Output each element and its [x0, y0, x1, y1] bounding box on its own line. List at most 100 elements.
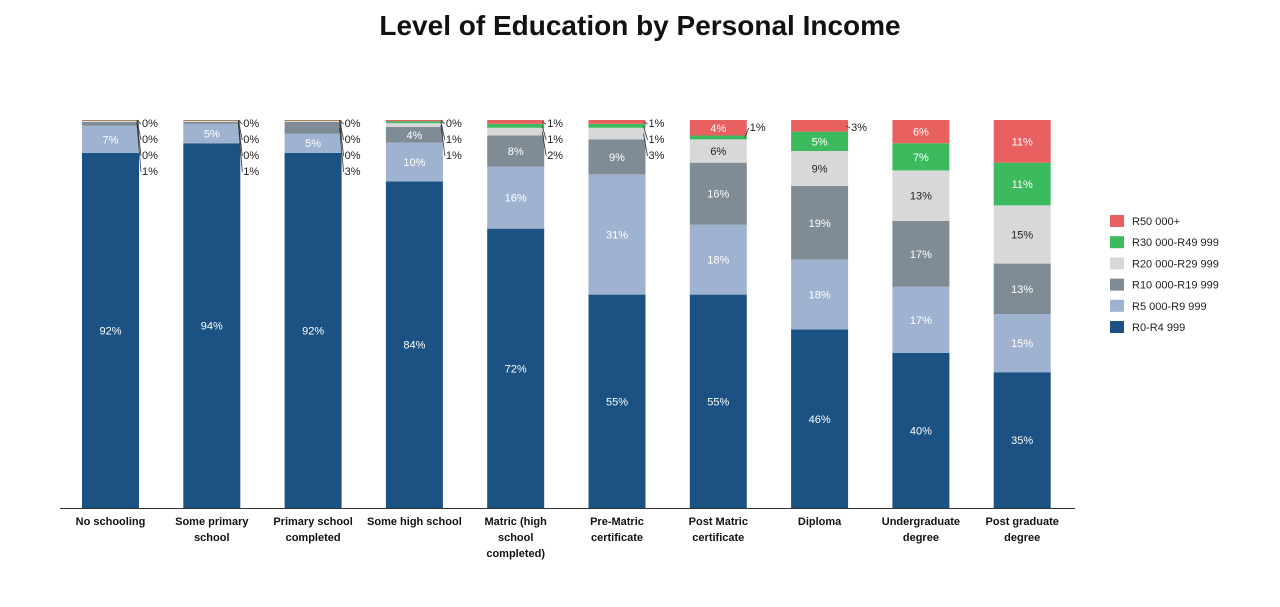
legend-label: R20 000-R29 999 [1132, 258, 1219, 270]
segment-label: 11% [1012, 136, 1033, 148]
segment-label: 3% [345, 166, 361, 178]
segment-label: 1% [649, 118, 665, 130]
bar-segment [791, 120, 849, 132]
leader-line [136, 119, 142, 125]
segment-label: 1% [649, 134, 665, 146]
segment-label: 0% [142, 134, 158, 146]
segment-label: 4% [710, 123, 726, 135]
bar-segment [183, 120, 241, 121]
bar-segment [183, 121, 241, 124]
leader-line [339, 119, 344, 125]
segment-label: 0% [345, 150, 361, 162]
legend-label: R30 000-R49 999 [1132, 237, 1219, 249]
segment-label: 8% [508, 146, 524, 158]
segment-label: 6% [710, 146, 726, 158]
segment-label: 16% [707, 189, 729, 201]
bar-segment [183, 120, 241, 122]
bar-segment [487, 228, 545, 508]
bar-segment [487, 120, 545, 124]
bar-segment [588, 123, 646, 128]
category-label: Post Matric [689, 516, 748, 528]
bar-segment [588, 294, 646, 508]
bar-segment [993, 314, 1051, 373]
legend-label: R5 000-R9 999 [1132, 301, 1207, 313]
leader-line [643, 133, 648, 157]
segment-label: 6% [913, 127, 929, 139]
bar-segment [689, 224, 747, 295]
segment-label: 0% [243, 150, 259, 162]
category-label: school [194, 532, 229, 544]
bar-segment [82, 152, 139, 508]
segment-label: 13% [1011, 284, 1033, 296]
segment-label: 17% [910, 249, 932, 261]
leader-line [542, 121, 547, 125]
segment-label: 0% [142, 118, 158, 130]
segment-label: 94% [201, 321, 223, 333]
segment-label: 84% [403, 340, 425, 352]
category-label: certificate [692, 532, 744, 544]
segment-label: 7% [913, 152, 929, 164]
segment-label: 55% [606, 396, 628, 408]
segment-label: 16% [505, 193, 527, 205]
segment-label: 1% [750, 122, 766, 134]
category-label: certificate [591, 532, 643, 544]
segment-label: 13% [910, 191, 932, 203]
bar-segment [993, 372, 1051, 508]
segment-label: 5% [812, 136, 828, 148]
category-label: No schooling [76, 516, 146, 528]
segment-label: 18% [707, 255, 729, 267]
segment-label: 0% [243, 134, 259, 146]
bar-segment [82, 120, 139, 122]
bar-segment [82, 120, 139, 121]
leader-line [440, 122, 446, 141]
leader-line [237, 122, 243, 173]
category-label: degree [903, 532, 939, 544]
bar-segment [183, 120, 241, 121]
segment-label: 11% [1012, 179, 1033, 191]
legend-swatch [1110, 236, 1124, 249]
segment-label: 0% [243, 118, 259, 130]
bar-segment [82, 120, 139, 121]
bar-segment [284, 120, 342, 121]
segment-label: 0% [142, 150, 158, 162]
bar-segment [385, 181, 443, 508]
bar-segment [385, 142, 443, 182]
category-label: Matric (high [485, 516, 548, 528]
bar-segment [689, 135, 747, 140]
leader-line [541, 131, 547, 157]
bar-segment [284, 152, 342, 508]
category-label: completed) [486, 548, 545, 560]
bar-segment [993, 205, 1051, 264]
category-label: degree [1004, 532, 1040, 544]
legend-label: R50 000+ [1132, 216, 1180, 228]
segment-label: 9% [812, 164, 828, 176]
segment-label: 0% [446, 118, 462, 130]
bar-segment [892, 143, 950, 171]
segment-label: 1% [547, 134, 563, 146]
category-label: Diploma [798, 516, 842, 528]
segment-label: 15% [1011, 338, 1033, 350]
segment-label: 3% [649, 150, 665, 162]
segment-label: 35% [1011, 435, 1033, 447]
segment-label: 40% [910, 425, 932, 437]
bar-segment [993, 263, 1051, 314]
chart-title: Level of Education by Personal Income [379, 10, 901, 41]
category-label: Post graduate [986, 516, 1059, 528]
segment-label: 15% [1011, 229, 1033, 241]
bar-segment [183, 123, 241, 144]
legend-swatch [1110, 299, 1124, 312]
bar-segment [284, 120, 342, 121]
category-label: Pre-Matric [590, 516, 644, 528]
segment-label: 10% [403, 157, 425, 169]
segment-label: 92% [302, 325, 324, 337]
bar-segment [791, 259, 849, 330]
segment-label: 3% [851, 122, 867, 134]
legend-swatch [1110, 215, 1124, 227]
segment-label: 17% [910, 315, 932, 327]
legend-label: R0-R4 999 [1132, 322, 1185, 334]
bar-segment [82, 121, 139, 126]
bar-segment [791, 329, 849, 508]
bar-segment [689, 120, 747, 136]
category-label: Primary school [273, 516, 352, 528]
